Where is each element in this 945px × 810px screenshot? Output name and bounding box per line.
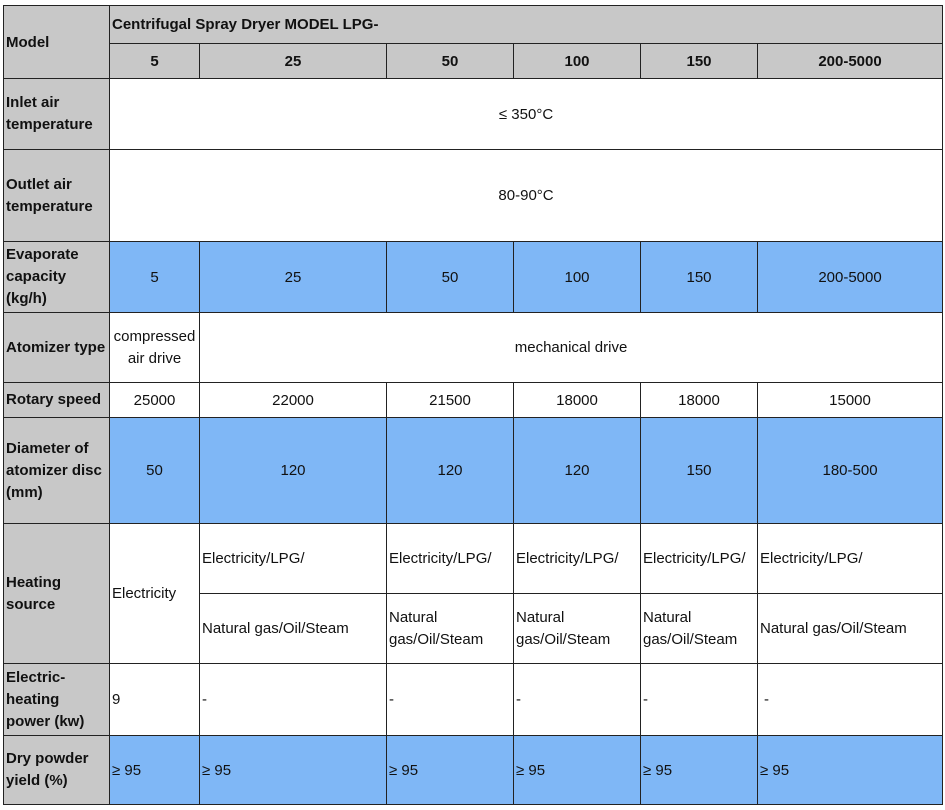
table-cell: 120	[513, 417, 641, 524]
model-50: 50	[386, 43, 514, 79]
model-25: 25	[199, 43, 387, 79]
table-cell: 25	[199, 241, 387, 313]
table-title: Centrifugal Spray Dryer MODEL LPG-	[108, 5, 944, 44]
table-cell: ≥ 95	[109, 735, 200, 805]
table-cell: ≥ 95	[640, 735, 758, 805]
row-evaporate: Evaporate capacity (kg/h) 5 25 50 100 15…	[3, 241, 944, 313]
table-cell: ≥ 95	[386, 735, 514, 805]
table-cell: 150	[640, 241, 758, 313]
table-cell: Electricity/LPG/	[756, 523, 944, 594]
row-rotary: Rotary speed 25000 22000 21500 18000 180…	[3, 382, 944, 418]
table-cell: -	[513, 663, 641, 736]
table-cell: 50	[109, 417, 200, 524]
table-cell: ≥ 95	[199, 735, 387, 805]
row-label: Diameter of atomizer disc (mm)	[3, 417, 110, 524]
table-cell: Natural gas/Oil/Steam	[513, 593, 641, 664]
table-cell: -	[756, 663, 944, 736]
table-cell: Electricity/LPG/	[640, 523, 758, 594]
table-cell: ≥ 95	[513, 735, 641, 805]
table-cell: 150	[640, 417, 758, 524]
table-cell: 100	[513, 241, 641, 313]
table-cell: Natural gas/Oil/Steam	[756, 593, 944, 664]
outlet-value: 80-90°C	[108, 149, 944, 242]
model-150: 150	[640, 43, 758, 79]
table-cell: Electricity/LPG/	[513, 523, 641, 594]
table-cell: Natural gas/Oil/Steam	[386, 593, 514, 664]
row-label: Heating source	[3, 523, 110, 664]
table-cell: Natural gas/Oil/Steam	[640, 593, 758, 664]
table-cell: -	[386, 663, 514, 736]
row-electric: Electric-heating power (kw) 9 - - - - -	[3, 663, 944, 736]
table-cell: 5	[109, 241, 200, 313]
table-cell: 25000	[109, 382, 200, 418]
table-cell: -	[640, 663, 758, 736]
table-cell: mechanical drive	[198, 312, 944, 383]
inlet-value: ≤ 350°C	[108, 78, 944, 150]
table-cell: 15000	[756, 382, 944, 418]
table-cell: ≥ 95	[756, 735, 944, 805]
table-cell: Electricity	[109, 523, 200, 664]
table-cell: 22000	[199, 382, 387, 418]
row-label: Dry powder yield (%)	[3, 735, 110, 805]
model-200-5000: 200-5000	[756, 43, 944, 79]
table-cell: 18000	[640, 382, 758, 418]
row-heating: Heating source Electricity Electricity/L…	[3, 523, 944, 664]
row-label: Rotary speed	[3, 382, 110, 418]
row-label: Evaporate capacity (kg/h)	[3, 241, 110, 313]
row-heating-2: Natural gas/Oil/Steam Natural gas/Oil/St…	[4, 593, 944, 664]
table-cell: 120	[199, 417, 387, 524]
table-cell: Electricity/LPG/	[199, 523, 387, 594]
row-label: Atomizer type	[3, 312, 110, 383]
model-100: 100	[513, 43, 641, 79]
row-outlet: Outlet air temperature 80-90°C	[3, 149, 944, 242]
spec-table: Model Centrifugal Spray Dryer MODEL LPG-…	[3, 5, 944, 805]
row-label: Inlet air temperature	[3, 78, 110, 150]
row-yield: Dry powder yield (%) ≥ 95 ≥ 95 ≥ 95 ≥ 95…	[3, 735, 944, 805]
table-cell: 18000	[513, 382, 641, 418]
table-cell: compressed air drive	[109, 312, 200, 383]
table-cell: 21500	[386, 382, 514, 418]
model-5: 5	[109, 43, 200, 79]
table-cell: 50	[386, 241, 514, 313]
table-cell: Natural gas/Oil/Steam	[199, 593, 387, 664]
row-inlet: Inlet air temperature ≤ 350°C	[3, 78, 944, 150]
table-cell: 200-5000	[756, 241, 944, 313]
table-cell: 180-500	[756, 417, 944, 524]
row-label: Electric-heating power (kw)	[3, 663, 110, 736]
row-disc: Diameter of atomizer disc (mm) 50 120 12…	[3, 417, 944, 524]
row-atomizer: Atomizer type compressed air drive mecha…	[3, 312, 944, 383]
table-cell: 120	[386, 417, 514, 524]
table-cell: Electricity/LPG/	[386, 523, 514, 594]
table-cell: 9	[109, 663, 200, 736]
row-label: Outlet air temperature	[3, 149, 110, 242]
table-cell: -	[199, 663, 387, 736]
model-header: Model	[3, 5, 110, 79]
